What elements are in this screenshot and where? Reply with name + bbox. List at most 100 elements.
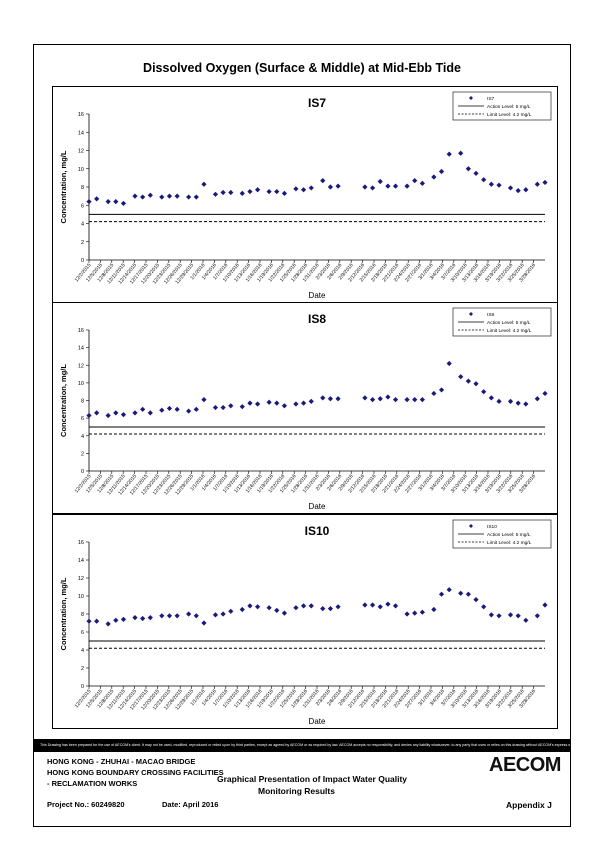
y-tick-label: 10: [78, 594, 84, 600]
data-point: [542, 179, 548, 186]
legend: IS10 Action Level: 5 mg/L Limit Level: 4.2…: [452, 519, 552, 549]
y-axis-label: Concentration, mg/L: [59, 577, 68, 650]
data-point: [113, 617, 119, 623]
data-point: [86, 199, 92, 205]
data-point: [220, 404, 226, 411]
data-point: [140, 194, 146, 200]
y-tick-label: 6: [81, 203, 84, 209]
data-point: [274, 188, 280, 195]
data-point: [523, 187, 529, 193]
data-point: [496, 398, 502, 404]
data-point: [523, 617, 529, 623]
drawing-title-line1: Graphical Presentation of Impact Water Q…: [217, 774, 408, 784]
data-point: [419, 609, 425, 615]
data-point: [534, 613, 540, 619]
data-point: [465, 591, 471, 597]
legend-label: IS8: [487, 312, 495, 318]
y-tick-label: 8: [81, 612, 84, 618]
data-point: [308, 603, 314, 609]
data-point: [320, 178, 326, 184]
data-point: [320, 395, 326, 401]
data-point: [300, 603, 307, 609]
data-point: [159, 407, 165, 413]
data-point: [488, 612, 494, 618]
data-point: [212, 191, 219, 197]
aecom-logo: AECOM: [489, 754, 561, 776]
disclaimer-bar: This Drawing has been prepared for the u…: [34, 739, 570, 752]
chart-panel-is8: IS8 0 2 4 6 8 10 12 14 16 Concentration, mg/L 12/2/…: [52, 302, 558, 514]
data-point: [159, 194, 165, 200]
data-point: [438, 168, 445, 175]
data-point: [377, 178, 383, 185]
legend-label: Limit Level: 4.2 mg/L: [487, 328, 532, 334]
data-point: [159, 613, 165, 619]
data-point: [212, 404, 219, 411]
data-point: [300, 400, 307, 406]
y-tick-label: 6: [81, 416, 84, 422]
data-point: [174, 193, 180, 199]
drawing-title-line2: Monitoring Results: [258, 786, 335, 796]
legend-marker: [469, 524, 473, 528]
data-point: [412, 610, 418, 616]
data-point: [507, 185, 514, 191]
data-point: [404, 611, 410, 617]
project-name-line2: HONG KONG BOUNDARY CROSSING FACILITIES: [47, 768, 224, 777]
data-point: [174, 406, 180, 412]
y-tick-label: 14: [78, 558, 84, 564]
x-axis-label: Date: [309, 717, 326, 726]
data-point: [201, 620, 207, 626]
chart-title: IS7: [308, 96, 326, 110]
data-point: [473, 170, 479, 176]
data-point: [174, 613, 180, 619]
data-point: [446, 587, 452, 593]
data-point: [419, 180, 425, 186]
y-tick-label: 10: [78, 381, 84, 387]
data-point: [132, 410, 138, 416]
y-tick-label: 2: [81, 451, 84, 457]
data-point: [228, 608, 234, 614]
data-point: [300, 187, 307, 193]
data-point: [94, 196, 100, 202]
y-tick-label: 0: [81, 469, 84, 475]
legend-label: IS10: [487, 524, 497, 530]
data-point: [481, 177, 487, 183]
data-point: [266, 188, 272, 195]
y-axis-label: Concentration, mg/L: [59, 364, 68, 437]
y-tick-label: 16: [78, 112, 84, 118]
data-point: [105, 412, 111, 419]
y-tick-label: 14: [78, 346, 84, 352]
project-name-line3: - RECLAMATION WORKS: [47, 779, 138, 788]
y-tick-label: 16: [78, 540, 84, 546]
data-point: [193, 613, 199, 619]
data-point: [431, 390, 437, 397]
y-tick-label: 2: [81, 240, 84, 246]
y-tick-label: 4: [81, 434, 84, 440]
data-point: [465, 378, 471, 384]
page-frame: [33, 44, 571, 827]
chart-panel-is10: IS10 0 2 4 6 8 10 12 14 16 Concentration, mg/L 12/2…: [52, 514, 558, 729]
data-point: [362, 602, 368, 608]
data-point: [362, 184, 368, 190]
data-point: [186, 194, 192, 200]
data-point: [507, 612, 514, 618]
data-point: [320, 606, 326, 612]
data-point: [335, 183, 341, 189]
data-point: [120, 616, 127, 622]
legend-label: IS7: [487, 96, 495, 102]
data-point: [255, 401, 261, 407]
data-point: [431, 174, 437, 180]
data-point: [201, 397, 207, 403]
y-tick-label: 0: [81, 684, 84, 690]
data-point: [327, 396, 334, 402]
y-tick-label: 10: [78, 167, 84, 173]
data-point: [392, 183, 399, 189]
data-point: [274, 607, 280, 613]
data-point: [392, 397, 399, 403]
drawing-date: Date: April 2016: [162, 800, 219, 809]
data-point: [523, 401, 529, 407]
data-point: [239, 606, 245, 613]
data-point: [473, 381, 479, 387]
data-point: [308, 185, 314, 191]
